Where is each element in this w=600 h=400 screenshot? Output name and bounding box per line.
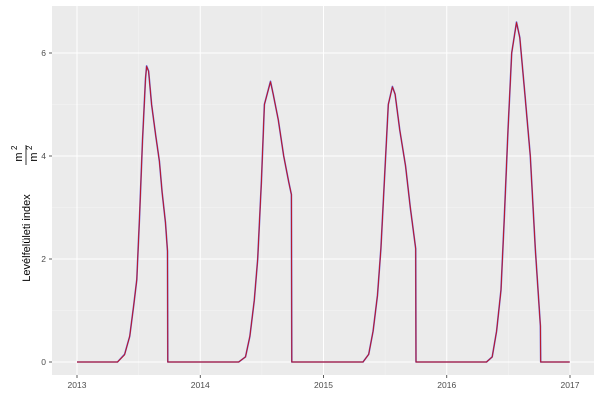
x-tick-label: 2013: [68, 380, 87, 390]
y-tick-label: 2: [41, 254, 46, 264]
y-tick-label: 6: [41, 48, 46, 58]
gridlines: [52, 6, 594, 375]
x-tick-label: 2014: [191, 380, 210, 390]
x-tick-label: 2017: [561, 380, 580, 390]
y-axis: 0 2 4 6: [41, 48, 52, 367]
y-unit-den-exponent: 2: [25, 145, 34, 150]
y-axis-label: Levélfelületi index: [21, 194, 33, 282]
series-lines: [77, 21, 570, 363]
x-axis: 2013 2014 2015 2016 2017: [68, 375, 580, 390]
x-tick-label: 2015: [314, 380, 333, 390]
y-unit-denominator: m: [28, 152, 40, 161]
y-unit-numerator: m: [13, 152, 25, 161]
y-unit-num-exponent: 2: [10, 145, 19, 150]
y-tick-label: 0: [41, 357, 46, 367]
x-tick-label: 2016: [437, 380, 456, 390]
series-line-2: [77, 22, 570, 363]
y-axis-title: Levélfelületi index m 2 m 2: [10, 145, 40, 282]
y-tick-label: 4: [41, 151, 46, 161]
